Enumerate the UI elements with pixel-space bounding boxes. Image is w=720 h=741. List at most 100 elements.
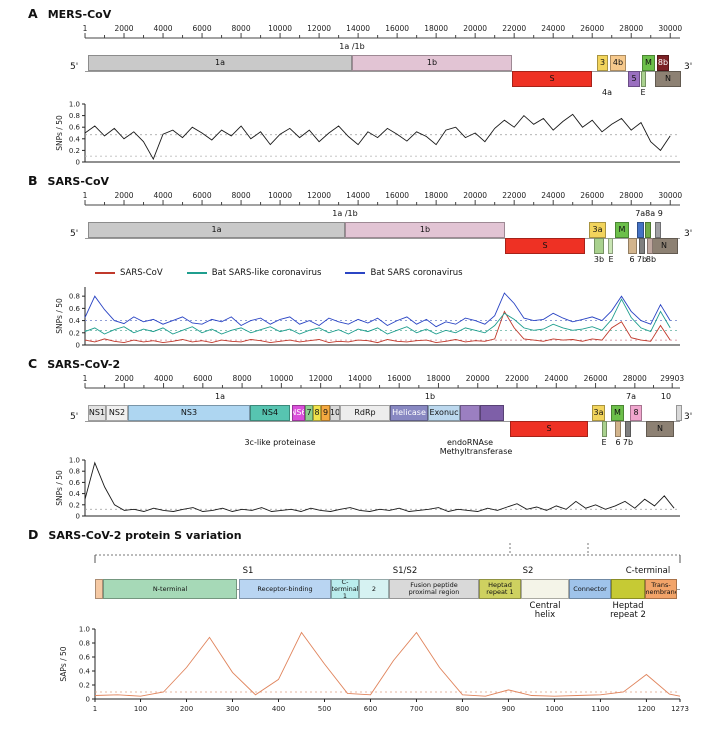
sap-plot-protein-s: 00.20.40.60.81.01 100 200 300 400 500 600 700 80… [59, 626, 689, 714]
series-sars-cov-2 [84, 461, 675, 512]
ruler-tick-label: 29903 [660, 374, 684, 383]
ruler-tick-label: 10000 [268, 191, 292, 200]
ruler-tick-label: 6000 [193, 191, 212, 200]
genome-label-4a: 4a [602, 88, 612, 97]
series-mers-cov [84, 113, 671, 161]
series-bat-sars-coronavirus [84, 292, 671, 328]
x-tick-label: 200 [180, 705, 193, 713]
ruler-tick-label: 4000 [153, 24, 172, 33]
genome-label-s1: S1 [242, 566, 254, 576]
ruler-tick-label: 28000 [619, 191, 643, 200]
genome-label-6: 6 [615, 438, 621, 447]
y-tick-label: 0.2 [69, 501, 80, 509]
x-tick-label: 800 [456, 705, 469, 713]
y-tick-label: 0.8 [69, 112, 80, 120]
genome-segment-box [608, 238, 613, 254]
genome-segment-box [95, 579, 103, 599]
ruler-tick-label: 20000 [463, 24, 487, 33]
genome-segment-ns1: NS1 [88, 405, 106, 421]
x-tick-label: 400 [272, 705, 285, 713]
genome-label-e: E [608, 255, 614, 264]
genome-segment-box [594, 238, 604, 254]
ruler-tick-label: 18000 [424, 191, 448, 200]
genome-segment-1b: 1b [345, 222, 505, 238]
legend-label: SARS-CoV [120, 268, 163, 278]
legend-label: Bat SARS coronavirus [370, 268, 463, 278]
genome-segment-s: S [510, 421, 588, 437]
series-sars-cov-2-protein-s [94, 631, 681, 697]
legend-label: Bat SARS-like coronavirus [211, 268, 322, 278]
genome-segment-2: 2 [359, 579, 389, 599]
genome-segment-n-terminal: N-terminal [103, 579, 237, 599]
genome-segment-n: N [646, 421, 674, 437]
genome-segment-helicase: Helicase [390, 405, 428, 421]
panel-title: SARS-CoV-2 protein S variation [48, 529, 242, 542]
panel-sars-cov-2: C SARS-CoV-2 1 2000 4000 6000 8000 10000 12000… [0, 356, 720, 522]
ruler-tick-label: 22000 [502, 191, 526, 200]
y-tick-label: 0.4 [69, 135, 81, 143]
x-tick-label: 300 [226, 705, 239, 713]
y-tick-label: 0 [76, 342, 80, 350]
genome-segment-receptor-binding: Receptor-binding [239, 579, 331, 599]
y-tick-label: 0 [76, 513, 80, 521]
genome-label-heptad-repeat-2: Heptad repeat 2 [610, 601, 646, 620]
genome-segment-3a: 3a [589, 222, 606, 238]
genome-label-3b: 3b [593, 255, 605, 264]
genome-segment-c-terminal-1: C-terminal 1 [331, 579, 359, 599]
ruler-tick-label: 6000 [193, 374, 212, 383]
genome-segment-box [602, 421, 607, 437]
genome-segment-s: S [505, 238, 585, 254]
s-gene-expansion-lines [94, 543, 681, 563]
panel-title: SARS-CoV [47, 175, 110, 188]
y-tick-label: 0.8 [69, 293, 80, 301]
ruler-tick-label: 2000 [115, 374, 134, 383]
genome-label-7a8a-9: 7a8a 9 [635, 209, 663, 218]
three-prime-label: 3' [684, 412, 693, 422]
ruler-tick-label: 22000 [502, 24, 526, 33]
ruler-tick-label: 1 [83, 374, 88, 383]
y-tick-label: 0.2 [69, 329, 80, 337]
panel-letter: D [28, 527, 39, 542]
ruler-tick-label: 14000 [348, 374, 372, 383]
ruler-tick-label: 4000 [154, 374, 173, 383]
genome-segment-box [645, 222, 651, 238]
genome-map: 5' 3' 1a 1b 1a /1b S 3a 3b E M N 7a8a 9 6 7b 8b [0, 209, 720, 265]
five-prime-label: 5' [70, 229, 79, 239]
genome-label-7b: 7b [636, 255, 648, 264]
genome-segment-box [641, 71, 646, 87]
genome-segment-connector: Connector [569, 579, 611, 599]
genome-label-c-terminal: C-terminal [625, 566, 671, 576]
genome-segment-box [460, 405, 480, 421]
ruler-tick-label: 16000 [387, 374, 411, 383]
y-axis-label: SNPs / 50 [55, 115, 64, 151]
y-axis-label: SNPs / 50 [55, 470, 64, 506]
genome-segment-box [625, 421, 631, 437]
series-legend: SARS-CoV Bat SARS-like coronavirus Bat SAR… [95, 265, 720, 281]
y-tick-label: 0.6 [69, 305, 81, 313]
genome-segment-1a: 1a [88, 55, 352, 71]
x-tick-label: 1000 [546, 705, 564, 713]
genome-map: 5' 3' 1a1bNS1NS2NS3NS4NS678910RdRpHelica… [0, 392, 720, 456]
series-sars-cov [84, 310, 671, 344]
legend-swatch-icon [186, 272, 207, 274]
panel-header: D SARS-CoV-2 protein S variation [0, 527, 720, 543]
y-axis-label: SNPs / 50 [55, 298, 64, 334]
legend-item: SARS-CoV [95, 268, 163, 278]
ruler-tick-label: 30000 [658, 191, 682, 200]
genome-segment-box [676, 405, 682, 421]
genome-segment-box [655, 222, 661, 238]
five-prime-label: 5' [70, 412, 79, 422]
ruler-tick-label: 14000 [346, 191, 370, 200]
y-tick-label: 0.6 [79, 654, 91, 662]
x-tick-label: 500 [318, 705, 331, 713]
y-axis-label: SAPs / 50 [59, 646, 68, 681]
panel-header: C SARS-CoV-2 [0, 356, 720, 372]
genome-label-methyltransferase: Methyltransferase [439, 447, 513, 456]
ruler-tick-label: 2000 [114, 24, 133, 33]
protein-domain-map: S1 S1/S2 S2 C-terminal N-terminal Receptor-bi… [0, 567, 720, 623]
ruler-tick-label: 24000 [541, 191, 565, 200]
panel-title: MERS-CoV [47, 8, 112, 21]
panel-letter: A [28, 6, 38, 21]
genome-segment-4b: 4b [610, 55, 626, 71]
genome-label-10: 10 [660, 392, 672, 401]
